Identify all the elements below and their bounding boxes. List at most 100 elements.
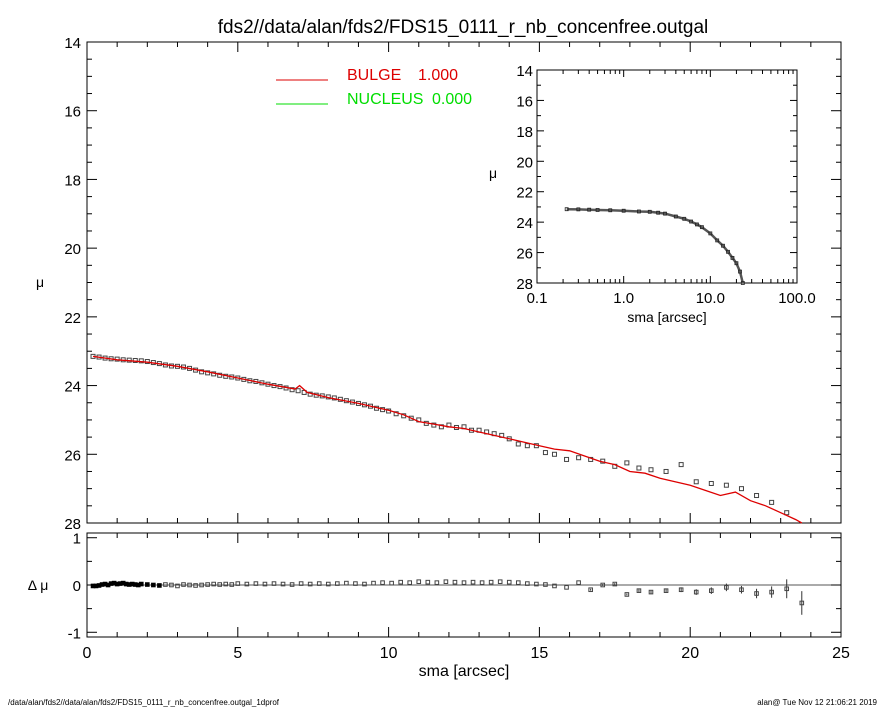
residual-point: [407, 580, 413, 585]
legend-bulge-name: BULGE: [347, 67, 401, 84]
residual-point: [380, 580, 385, 585]
main-y-axis: 14 16 18 20 22 24 26 28: [64, 35, 841, 533]
inset-data-point: [726, 249, 730, 254]
chart-title: fds2//data/alan/fds2/FDS15_0111_r_nb_con…: [218, 17, 708, 38]
residual-point: [163, 582, 168, 587]
data-point: [624, 460, 630, 466]
main-data-points: [90, 353, 790, 516]
residual-point: [416, 579, 422, 584]
main-y-tick-label: 18: [64, 172, 81, 189]
legend: BULGE 1.000 NUCLEUS 0.000: [276, 67, 472, 108]
residual-point: [235, 581, 241, 586]
residual-x-tick-label: 5: [233, 645, 242, 662]
data-point: [738, 486, 744, 492]
residual-x-tick-label: 15: [531, 645, 549, 662]
data-point: [754, 493, 760, 499]
inset-data-point: [637, 209, 641, 214]
residual-point: [223, 581, 229, 587]
inset-data-point: [647, 209, 652, 214]
data-point: [784, 510, 790, 516]
inset-y-tick-label: 24: [516, 215, 533, 232]
residual-point: [138, 581, 144, 587]
residual-point: [325, 581, 331, 587]
data-point: [564, 456, 570, 462]
residual-point: [262, 581, 268, 587]
data-point: [408, 415, 414, 421]
inset-data-point: [715, 238, 720, 243]
inset-data-point: [708, 231, 713, 236]
residual-panel: 10-1 0 5 10 15 20 25 Δ μ sma [arcsec]: [28, 531, 850, 680]
residual-x-tick-label: 0: [83, 645, 92, 662]
data-point: [576, 455, 582, 461]
inset-data-point: [595, 208, 600, 212]
data-point: [663, 468, 669, 474]
residual-y-tick-label: 1: [73, 531, 81, 548]
legend-bulge-value: 1.000: [418, 67, 458, 84]
residual-point: [497, 579, 503, 584]
footer-path: /data/alan/fds2//data/alan/fds2/FDS15_01…: [8, 698, 280, 707]
residual-point: [211, 581, 216, 587]
residual-point: [799, 600, 805, 606]
inset-data-point: [689, 219, 694, 224]
residual-point: [316, 581, 322, 586]
residual-x-tick-label: 25: [832, 645, 850, 662]
residual-point: [398, 579, 403, 585]
inset-y-tick-label: 18: [516, 124, 533, 141]
main-y-tick-label: 22: [64, 310, 81, 327]
residual-point: [648, 589, 654, 595]
inset-y-tick-label: 20: [516, 154, 533, 171]
inset-frame: [536, 69, 798, 284]
inset-data-point: [673, 214, 678, 219]
inset-y-tick-label: 14: [516, 63, 533, 80]
inset-profile-line: [566, 207, 745, 284]
residual-point: [199, 582, 204, 588]
data-point: [636, 465, 642, 471]
residual-point: [289, 582, 295, 587]
residual-point: [353, 581, 358, 586]
inset-y-axis: 14 16 18 20 22 24 26 28: [516, 63, 797, 293]
residual-point: [534, 581, 539, 587]
inset-x-tick-label: 0.1: [527, 290, 548, 307]
residual-point: [506, 579, 512, 585]
main-x-ticks: [86, 42, 842, 523]
data-point: [678, 462, 684, 468]
residual-point: [470, 579, 476, 585]
inset-data-point: [738, 269, 742, 274]
residual-point: [612, 581, 618, 587]
residual-point: [784, 586, 790, 592]
inset-data-point: [682, 216, 687, 221]
inset-data-point: [700, 225, 704, 230]
residual-point: [229, 582, 235, 587]
residual-point: [362, 581, 367, 587]
inset-data-point: [621, 208, 626, 213]
main-panel: 14 16 18 20 22 24 26 28 μ BULGE 1.000 NUCLEUS 0…: [36, 35, 842, 533]
inset-data-point: [695, 222, 699, 227]
inset-data-point: [608, 208, 613, 213]
residual-point: [515, 580, 521, 585]
residual-point: [193, 583, 198, 588]
residual-point: [335, 581, 340, 586]
data-point: [551, 451, 557, 457]
inset-x-tick-label: 1.0: [613, 290, 634, 307]
data-point: [289, 387, 295, 393]
inset-data-point: [576, 207, 581, 212]
residual-point: [525, 581, 530, 586]
residual-point: [576, 580, 581, 585]
residual-x-axis: 0 5 10 15 20 25: [83, 533, 850, 662]
residual-point: [205, 582, 210, 587]
inset-x-tick-label: 10.0: [696, 290, 725, 307]
legend-nucleus-name: NUCLEUS: [347, 91, 423, 108]
inset-data-point: [564, 207, 569, 212]
inset-data-points: [564, 207, 745, 285]
inset-y-tick-label: 26: [516, 246, 533, 263]
residual-point: [280, 581, 286, 587]
residual-y-tick-label: -1: [68, 625, 81, 642]
residual-data-points: [90, 579, 805, 615]
main-y-tick-label: 20: [64, 241, 81, 258]
residual-point: [443, 579, 449, 584]
residual-point: [344, 580, 349, 586]
residual-point: [636, 588, 642, 593]
data-point: [769, 499, 775, 505]
residual-point: [175, 583, 180, 589]
residual-point: [425, 579, 431, 585]
